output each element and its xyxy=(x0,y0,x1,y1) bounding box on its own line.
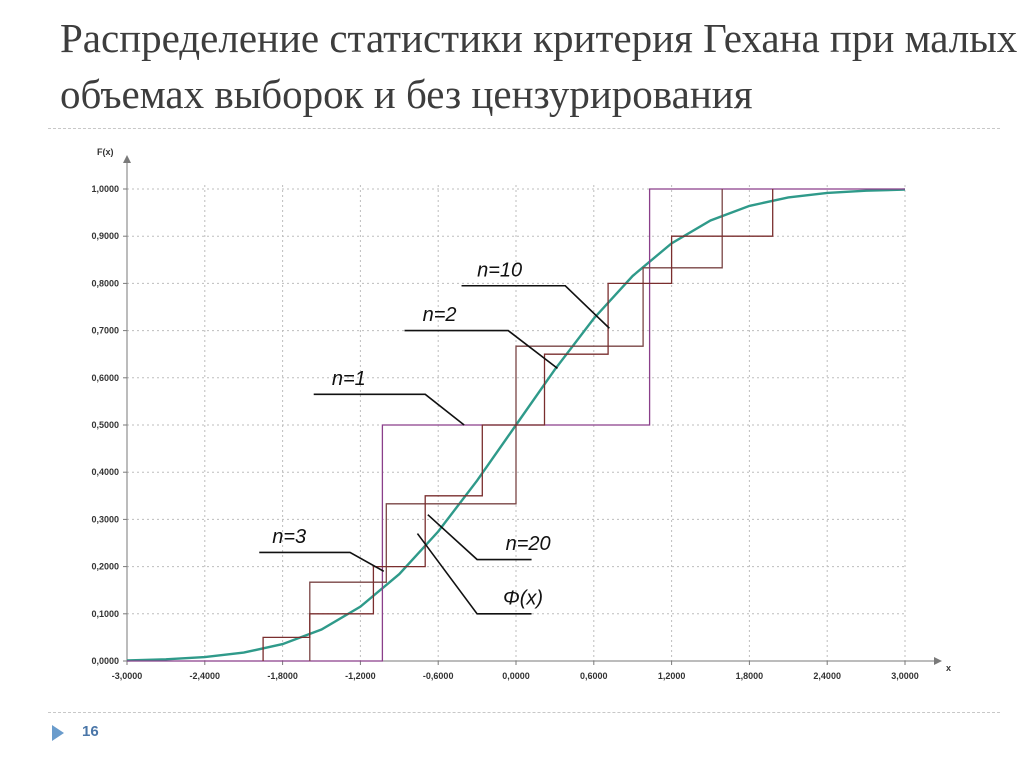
x-tick-label: 2,4000 xyxy=(813,671,841,681)
series-n-3-line xyxy=(262,189,774,661)
title-divider xyxy=(48,128,1000,129)
y-tick-label: 0,2000 xyxy=(91,562,119,572)
y-tick-label: 1,0000 xyxy=(91,184,119,194)
annotation-label: Φ(x) xyxy=(503,587,543,609)
x-axis-label: x xyxy=(946,663,951,673)
x-tick-label: -1,2000 xyxy=(345,671,376,681)
x-tick-label: 1,2000 xyxy=(658,671,686,681)
y-axis-arrow-icon xyxy=(123,155,131,163)
x-tick-label: -0,6000 xyxy=(423,671,454,681)
y-tick-label: 0,3000 xyxy=(91,514,119,524)
y-tick-label: 0,6000 xyxy=(91,373,119,383)
annotation-label: n=3 xyxy=(272,526,306,548)
annotation-leader-line xyxy=(416,533,532,615)
annotation-label: n=2 xyxy=(423,304,457,326)
x-tick-label: -3,0000 xyxy=(112,671,143,681)
footer-divider xyxy=(48,712,1000,713)
y-tick-label: 0,1000 xyxy=(91,609,119,619)
y-tick-label: 0,5000 xyxy=(91,420,119,430)
annotation-leader-line xyxy=(313,393,465,426)
page-number: 16 xyxy=(82,723,99,740)
y-tick-label: 0,0000 xyxy=(91,656,119,666)
y-tick-label: 0,4000 xyxy=(91,467,119,477)
x-axis-arrow-icon xyxy=(934,657,942,665)
annotation-leader-line xyxy=(461,284,610,329)
annotation-label: n=1 xyxy=(332,368,366,390)
y-axis-label: F(x) xyxy=(97,147,114,157)
x-tick-label: -2,4000 xyxy=(190,671,221,681)
x-tick-label: 0,6000 xyxy=(580,671,608,681)
x-tick-label: 1,8000 xyxy=(736,671,764,681)
annotation-label: n=10 xyxy=(477,259,522,281)
chart-axes: -3,0000 -2,4000 -1,8000 -1,2000 -0,6000 0,000… xyxy=(91,147,951,681)
y-tick-label: 0,8000 xyxy=(91,278,119,288)
annotation-label: n=20 xyxy=(506,533,551,555)
y-tick-label: 0,9000 xyxy=(91,231,119,241)
play-triangle-icon xyxy=(52,725,64,741)
slide-title: Распределение статистики критерия Гехана… xyxy=(60,15,1018,117)
x-tick-label: 3,0000 xyxy=(891,671,919,681)
x-tick-label: -1,8000 xyxy=(267,671,298,681)
y-tick-label: 0,7000 xyxy=(91,326,119,336)
chart-series xyxy=(126,188,906,662)
annotation-leader-line xyxy=(404,329,558,369)
chart-annotations: n=10 n=2 n=1 n=3 n=20 Φ(x) xyxy=(259,259,610,615)
cdf-chart: -3,0000 -2,4000 -1,8000 -1,2000 -0,6000 0,000… xyxy=(91,147,951,681)
annotation-leader-line xyxy=(259,551,385,573)
annotation-leader-line xyxy=(427,514,532,561)
x-tick-label: 0,0000 xyxy=(502,671,530,681)
